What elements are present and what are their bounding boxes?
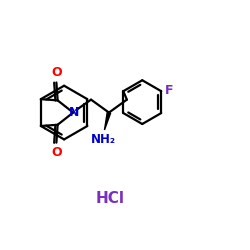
Text: F: F xyxy=(165,84,174,97)
Text: NH₂: NH₂ xyxy=(91,134,116,146)
Text: O: O xyxy=(51,146,62,159)
Polygon shape xyxy=(104,112,111,130)
Text: HCl: HCl xyxy=(96,191,124,206)
Text: N: N xyxy=(69,106,79,119)
Text: O: O xyxy=(51,66,62,79)
